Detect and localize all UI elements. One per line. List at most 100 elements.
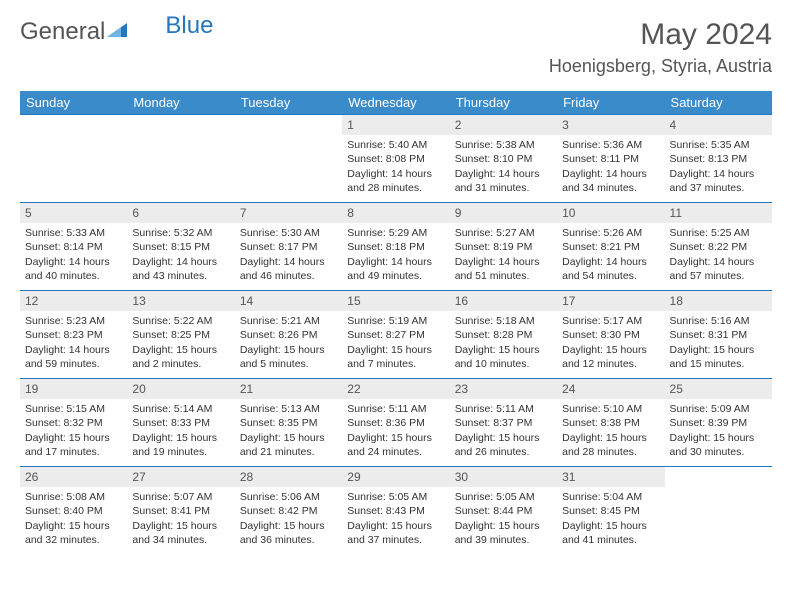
month-title: May 2024 <box>549 18 772 52</box>
weekday-header: Sunday <box>20 91 127 115</box>
day-body: Sunrise: 5:30 AMSunset: 8:17 PMDaylight:… <box>235 223 342 287</box>
calendar-cell: 2Sunrise: 5:38 AMSunset: 8:10 PMDaylight… <box>450 115 557 203</box>
calendar-cell: 27Sunrise: 5:07 AMSunset: 8:41 PMDayligh… <box>127 467 234 555</box>
calendar-cell: . <box>665 467 772 555</box>
calendar-cell: 14Sunrise: 5:21 AMSunset: 8:26 PMDayligh… <box>235 291 342 379</box>
day-number: 31 <box>557 467 664 487</box>
day-number: 20 <box>127 379 234 399</box>
calendar-cell: 9Sunrise: 5:27 AMSunset: 8:19 PMDaylight… <box>450 203 557 291</box>
day-body: Sunrise: 5:32 AMSunset: 8:15 PMDaylight:… <box>127 223 234 287</box>
calendar-cell: 28Sunrise: 5:06 AMSunset: 8:42 PMDayligh… <box>235 467 342 555</box>
weekday-header: Saturday <box>665 91 772 115</box>
day-body: Sunrise: 5:06 AMSunset: 8:42 PMDaylight:… <box>235 487 342 551</box>
day-number: 30 <box>450 467 557 487</box>
day-body: Sunrise: 5:18 AMSunset: 8:28 PMDaylight:… <box>450 311 557 375</box>
calendar-cell: . <box>20 115 127 203</box>
weekday-header: Thursday <box>450 91 557 115</box>
day-body: Sunrise: 5:05 AMSunset: 8:43 PMDaylight:… <box>342 487 449 551</box>
calendar-cell: 7Sunrise: 5:30 AMSunset: 8:17 PMDaylight… <box>235 203 342 291</box>
calendar-cell: 22Sunrise: 5:11 AMSunset: 8:36 PMDayligh… <box>342 379 449 467</box>
day-body: Sunrise: 5:05 AMSunset: 8:44 PMDaylight:… <box>450 487 557 551</box>
calendar-cell: 4Sunrise: 5:35 AMSunset: 8:13 PMDaylight… <box>665 115 772 203</box>
calendar-cell: 24Sunrise: 5:10 AMSunset: 8:38 PMDayligh… <box>557 379 664 467</box>
day-body: Sunrise: 5:14 AMSunset: 8:33 PMDaylight:… <box>127 399 234 463</box>
day-body: Sunrise: 5:19 AMSunset: 8:27 PMDaylight:… <box>342 311 449 375</box>
calendar-cell: . <box>235 115 342 203</box>
day-body: Sunrise: 5:09 AMSunset: 8:39 PMDaylight:… <box>665 399 772 463</box>
day-number: 18 <box>665 291 772 311</box>
day-body: Sunrise: 5:16 AMSunset: 8:31 PMDaylight:… <box>665 311 772 375</box>
day-body: Sunrise: 5:33 AMSunset: 8:14 PMDaylight:… <box>20 223 127 287</box>
day-body: Sunrise: 5:29 AMSunset: 8:18 PMDaylight:… <box>342 223 449 287</box>
weekday-header: Friday <box>557 91 664 115</box>
calendar-cell: . <box>127 115 234 203</box>
calendar-cell: 15Sunrise: 5:19 AMSunset: 8:27 PMDayligh… <box>342 291 449 379</box>
calendar-cell: 26Sunrise: 5:08 AMSunset: 8:40 PMDayligh… <box>20 467 127 555</box>
calendar-cell: 20Sunrise: 5:14 AMSunset: 8:33 PMDayligh… <box>127 379 234 467</box>
day-body: Sunrise: 5:11 AMSunset: 8:37 PMDaylight:… <box>450 399 557 463</box>
logo-text-general: General <box>20 18 105 46</box>
calendar-cell: 31Sunrise: 5:04 AMSunset: 8:45 PMDayligh… <box>557 467 664 555</box>
calendar-head: SundayMondayTuesdayWednesdayThursdayFrid… <box>20 91 772 115</box>
day-body: Sunrise: 5:40 AMSunset: 8:08 PMDaylight:… <box>342 135 449 199</box>
location: Hoenigsberg, Styria, Austria <box>549 56 772 77</box>
day-number: 5 <box>20 203 127 223</box>
day-body: Sunrise: 5:08 AMSunset: 8:40 PMDaylight:… <box>20 487 127 551</box>
calendar-table: SundayMondayTuesdayWednesdayThursdayFrid… <box>20 91 772 555</box>
day-number: 25 <box>665 379 772 399</box>
day-number: 15 <box>342 291 449 311</box>
calendar-cell: 30Sunrise: 5:05 AMSunset: 8:44 PMDayligh… <box>450 467 557 555</box>
day-body: Sunrise: 5:26 AMSunset: 8:21 PMDaylight:… <box>557 223 664 287</box>
day-body: Sunrise: 5:36 AMSunset: 8:11 PMDaylight:… <box>557 135 664 199</box>
day-number: 7 <box>235 203 342 223</box>
calendar-cell: 21Sunrise: 5:13 AMSunset: 8:35 PMDayligh… <box>235 379 342 467</box>
day-number: 16 <box>450 291 557 311</box>
calendar-cell: 5Sunrise: 5:33 AMSunset: 8:14 PMDaylight… <box>20 203 127 291</box>
day-number: 23 <box>450 379 557 399</box>
calendar-cell: 8Sunrise: 5:29 AMSunset: 8:18 PMDaylight… <box>342 203 449 291</box>
day-body: Sunrise: 5:22 AMSunset: 8:25 PMDaylight:… <box>127 311 234 375</box>
day-number: 19 <box>20 379 127 399</box>
day-number: 2 <box>450 115 557 135</box>
day-number: 27 <box>127 467 234 487</box>
weekday-header: Monday <box>127 91 234 115</box>
day-body: Sunrise: 5:07 AMSunset: 8:41 PMDaylight:… <box>127 487 234 551</box>
calendar-cell: 1Sunrise: 5:40 AMSunset: 8:08 PMDaylight… <box>342 115 449 203</box>
day-number: 4 <box>665 115 772 135</box>
day-number: 17 <box>557 291 664 311</box>
calendar-cell: 13Sunrise: 5:22 AMSunset: 8:25 PMDayligh… <box>127 291 234 379</box>
weekday-header: Tuesday <box>235 91 342 115</box>
day-body: Sunrise: 5:15 AMSunset: 8:32 PMDaylight:… <box>20 399 127 463</box>
day-body: Sunrise: 5:17 AMSunset: 8:30 PMDaylight:… <box>557 311 664 375</box>
logo: General Blue <box>20 18 213 46</box>
logo-text-blue: Blue <box>165 12 213 40</box>
day-body: Sunrise: 5:11 AMSunset: 8:36 PMDaylight:… <box>342 399 449 463</box>
day-number: 29 <box>342 467 449 487</box>
calendar-cell: 29Sunrise: 5:05 AMSunset: 8:43 PMDayligh… <box>342 467 449 555</box>
calendar-cell: 25Sunrise: 5:09 AMSunset: 8:39 PMDayligh… <box>665 379 772 467</box>
calendar-cell: 19Sunrise: 5:15 AMSunset: 8:32 PMDayligh… <box>20 379 127 467</box>
day-body: Sunrise: 5:04 AMSunset: 8:45 PMDaylight:… <box>557 487 664 551</box>
calendar-cell: 11Sunrise: 5:25 AMSunset: 8:22 PMDayligh… <box>665 203 772 291</box>
day-number: 24 <box>557 379 664 399</box>
day-body: Sunrise: 5:23 AMSunset: 8:23 PMDaylight:… <box>20 311 127 375</box>
day-number: 13 <box>127 291 234 311</box>
day-number: 22 <box>342 379 449 399</box>
day-number: 26 <box>20 467 127 487</box>
calendar-cell: 6Sunrise: 5:32 AMSunset: 8:15 PMDaylight… <box>127 203 234 291</box>
day-body: Sunrise: 5:27 AMSunset: 8:19 PMDaylight:… <box>450 223 557 287</box>
calendar-cell: 23Sunrise: 5:11 AMSunset: 8:37 PMDayligh… <box>450 379 557 467</box>
calendar-cell: 10Sunrise: 5:26 AMSunset: 8:21 PMDayligh… <box>557 203 664 291</box>
calendar-cell: 3Sunrise: 5:36 AMSunset: 8:11 PMDaylight… <box>557 115 664 203</box>
calendar-cell: 18Sunrise: 5:16 AMSunset: 8:31 PMDayligh… <box>665 291 772 379</box>
calendar-cell: 16Sunrise: 5:18 AMSunset: 8:28 PMDayligh… <box>450 291 557 379</box>
day-number: 1 <box>342 115 449 135</box>
day-number: 10 <box>557 203 664 223</box>
day-number: 21 <box>235 379 342 399</box>
day-number: 11 <box>665 203 772 223</box>
day-body: Sunrise: 5:10 AMSunset: 8:38 PMDaylight:… <box>557 399 664 463</box>
header: General Blue May 2024 Hoenigsberg, Styri… <box>20 18 772 77</box>
day-number: 28 <box>235 467 342 487</box>
day-body: Sunrise: 5:38 AMSunset: 8:10 PMDaylight:… <box>450 135 557 199</box>
day-body: Sunrise: 5:21 AMSunset: 8:26 PMDaylight:… <box>235 311 342 375</box>
